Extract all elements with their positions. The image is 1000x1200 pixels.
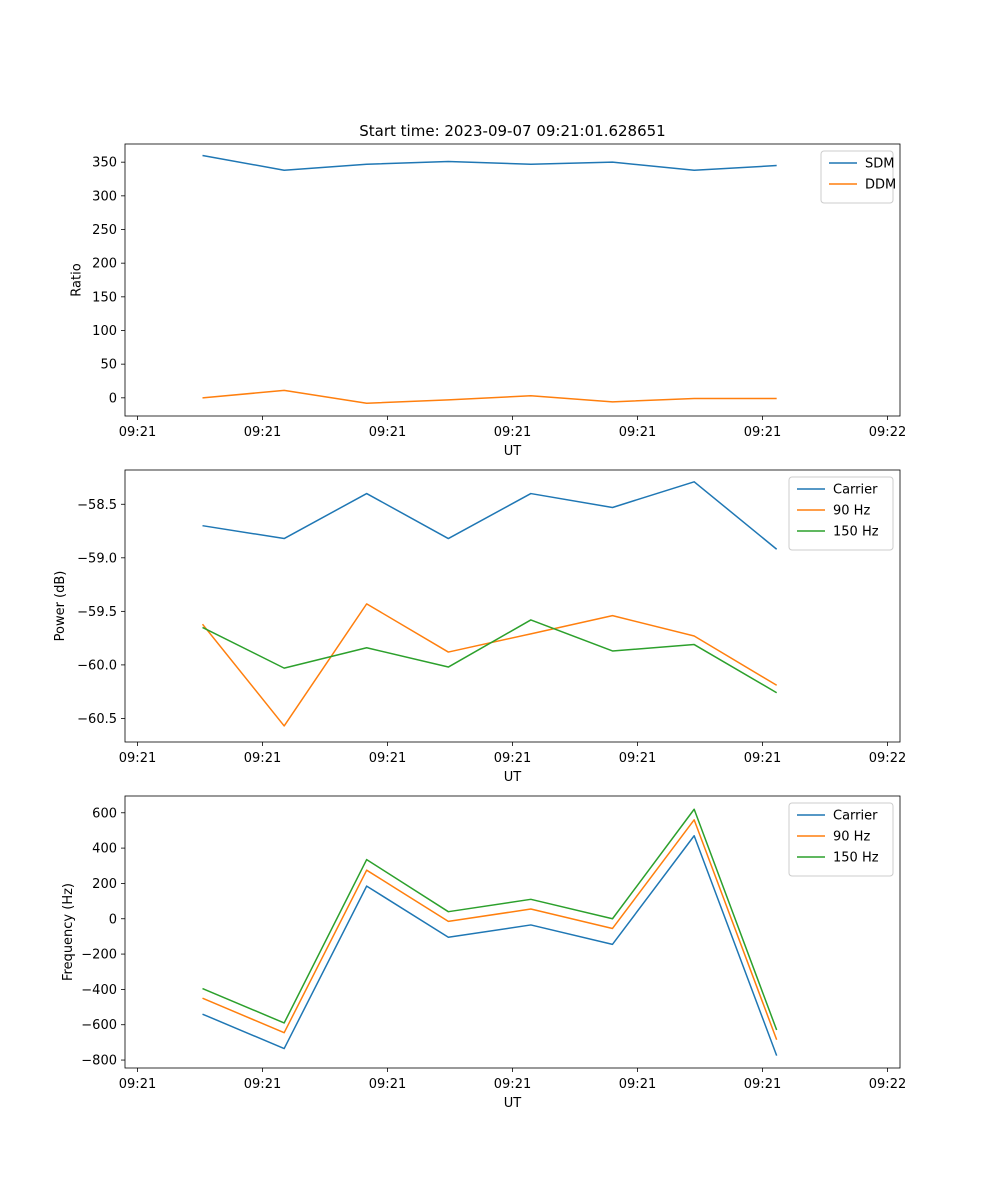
legend-label: SDM: [865, 157, 894, 172]
x-tick-label: 09:21: [494, 1077, 531, 1092]
panel-frequency: 09:21 09:21 09:21 09:21 09:21 09:21 09:22 600 40…: [61, 795, 906, 1111]
y-tick-label: −59.5: [77, 605, 117, 620]
x-axis-label: UT: [504, 770, 522, 785]
x-tick-label: 09:21: [119, 1077, 156, 1092]
legend: Carrier 90 Hz 150 Hz: [788, 802, 894, 877]
y-tick-label: 100: [92, 324, 117, 339]
legend-label: DDM: [865, 178, 896, 193]
y-tick-label: 0: [109, 391, 117, 406]
y-tick-label: −60.5: [77, 712, 117, 727]
x-tick-label: 09:21: [369, 425, 406, 440]
y-tick-label: 200: [92, 257, 117, 272]
y-tick-label: 400: [92, 842, 117, 857]
y-tick-label: 150: [92, 290, 117, 305]
y-tick-label: 200: [92, 877, 117, 892]
y-tick-label: −60.0: [77, 658, 117, 673]
x-axis-label: UT: [504, 1096, 522, 1111]
y-tick-label: 0: [109, 912, 117, 927]
legend-label: Carrier: [833, 809, 878, 824]
x-tick-label: 09:21: [619, 425, 656, 440]
y-tick-label: 300: [92, 189, 117, 204]
y-axis-label: Frequency (Hz): [61, 883, 76, 981]
legend: SDM DDM: [820, 150, 896, 204]
y-axis-label: Power (dB): [53, 571, 68, 642]
x-tick-label: 09:21: [119, 425, 156, 440]
series-line-150-hz: [202, 808, 778, 1031]
legend-label: 150 Hz: [833, 525, 879, 540]
x-tick-label: 09:21: [369, 751, 406, 766]
y-tick-label: −59.0: [77, 551, 117, 566]
x-tick-label: 09:21: [369, 1077, 406, 1092]
x-tick-label: 09:21: [244, 1077, 281, 1092]
y-axis-label: Ratio: [69, 263, 84, 296]
x-tick-label: 09:21: [744, 1077, 781, 1092]
chart-title: Start time: 2023-09-07 09:21:01.628651: [359, 122, 665, 140]
x-tick-label: 09:21: [244, 425, 281, 440]
x-tick-label: 09:21: [494, 751, 531, 766]
panel-power: 09:21 09:21 09:21 09:21 09:21 09:21 09:22 −58.5…: [53, 469, 906, 785]
y-tick-label: −600: [81, 1018, 117, 1033]
x-tick-label: 09:21: [119, 751, 156, 766]
x-tick-label: 09:22: [869, 1077, 906, 1092]
legend-label: 90 Hz: [833, 830, 870, 845]
panel-ratio: 09:21 09:21 09:21 09:21 09:21 09:21 09:22 0 50 10…: [69, 143, 906, 459]
series-line-carrier: [202, 481, 778, 550]
series-line-150-hz: [202, 619, 778, 694]
x-tick-label: 09:21: [744, 425, 781, 440]
legend-box: [820, 150, 894, 204]
legend-label: 90 Hz: [833, 504, 870, 519]
y-tick-label: 250: [92, 223, 117, 238]
x-tick-label: 09:21: [619, 751, 656, 766]
x-axis-label: UT: [504, 444, 522, 459]
legend-label: Carrier: [833, 483, 878, 498]
y-tick-label: −200: [81, 948, 117, 963]
x-tick-label: 09:21: [244, 751, 281, 766]
series-line-90-hz: [202, 819, 778, 1041]
series-line-sdm: [202, 154, 777, 172]
x-tick-label: 09:21: [619, 1077, 656, 1092]
y-tick-label: 600: [92, 806, 117, 821]
series-line-ddm: [202, 389, 777, 404]
y-tick-label: −800: [81, 1054, 117, 1069]
x-tick-label: 09:22: [869, 425, 906, 440]
x-tick-label: 09:21: [494, 425, 531, 440]
series-line-carrier: [202, 834, 778, 1056]
y-tick-label: 50: [100, 358, 117, 373]
y-tick-label: −58.5: [77, 498, 117, 513]
x-tick-label: 09:22: [869, 751, 906, 766]
y-tick-label: −400: [81, 983, 117, 998]
legend-label: 150 Hz: [833, 851, 879, 866]
y-tick-label: 350: [92, 156, 117, 171]
x-tick-label: 09:21: [744, 751, 781, 766]
legend: Carrier 90 Hz 150 Hz: [788, 476, 894, 551]
